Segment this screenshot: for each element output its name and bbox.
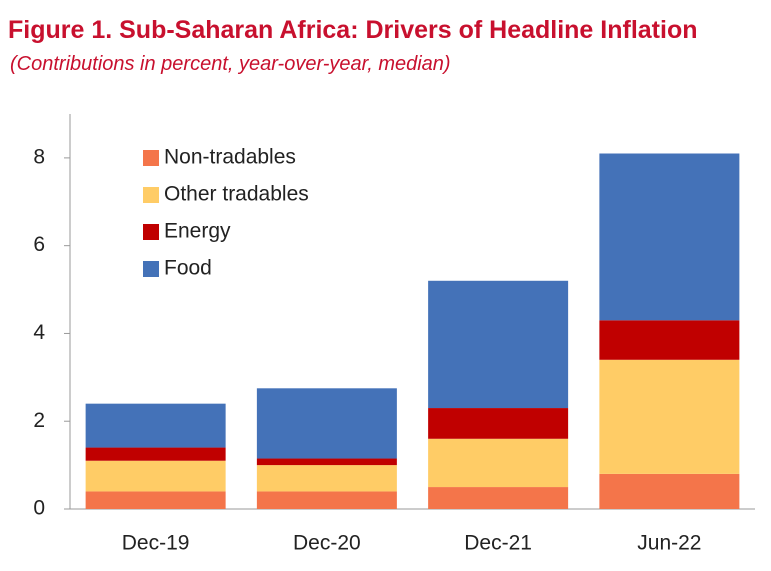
bar-segment	[599, 473, 740, 509]
y-tick-label: 2	[33, 409, 45, 432]
legend-label: Food	[164, 257, 212, 280]
x-tick-label: Dec-19	[122, 532, 190, 555]
bar-segment	[428, 280, 569, 409]
bar-segment	[428, 408, 569, 439]
x-tick-label: Dec-21	[464, 532, 532, 555]
bar-segment	[428, 438, 569, 488]
x-tick-label: Dec-20	[293, 532, 361, 555]
legend-label: Other tradables	[164, 183, 309, 206]
chart-subtitle: (Contributions in percent, year-over-yea…	[10, 53, 451, 75]
bar-segment	[256, 388, 397, 459]
bar-segment	[85, 403, 226, 448]
bar-segment	[85, 491, 226, 509]
bar-segment	[256, 465, 397, 492]
legend-swatch	[143, 261, 159, 277]
bar-segment	[599, 153, 740, 321]
x-tick-label: Jun-22	[637, 532, 701, 555]
legend-swatch	[143, 150, 159, 166]
bar-segment	[256, 491, 397, 509]
bar-segment	[599, 359, 740, 474]
bar-segment	[599, 320, 740, 360]
legend-swatch	[143, 224, 159, 240]
bar-segment	[85, 460, 226, 492]
y-tick-label: 4	[33, 321, 45, 344]
legend-label: Energy	[164, 220, 231, 243]
y-tick-label: 8	[33, 145, 45, 168]
bar-segment	[256, 458, 397, 466]
bar-segment	[85, 447, 226, 461]
legend-label: Non-tradables	[164, 146, 296, 169]
y-tick-label: 6	[33, 233, 45, 256]
y-tick-label: 0	[33, 497, 45, 520]
legend-swatch	[143, 187, 159, 203]
bar-segment	[428, 487, 569, 509]
chart-title: Figure 1. Sub-Saharan Africa: Drivers of…	[8, 16, 698, 44]
